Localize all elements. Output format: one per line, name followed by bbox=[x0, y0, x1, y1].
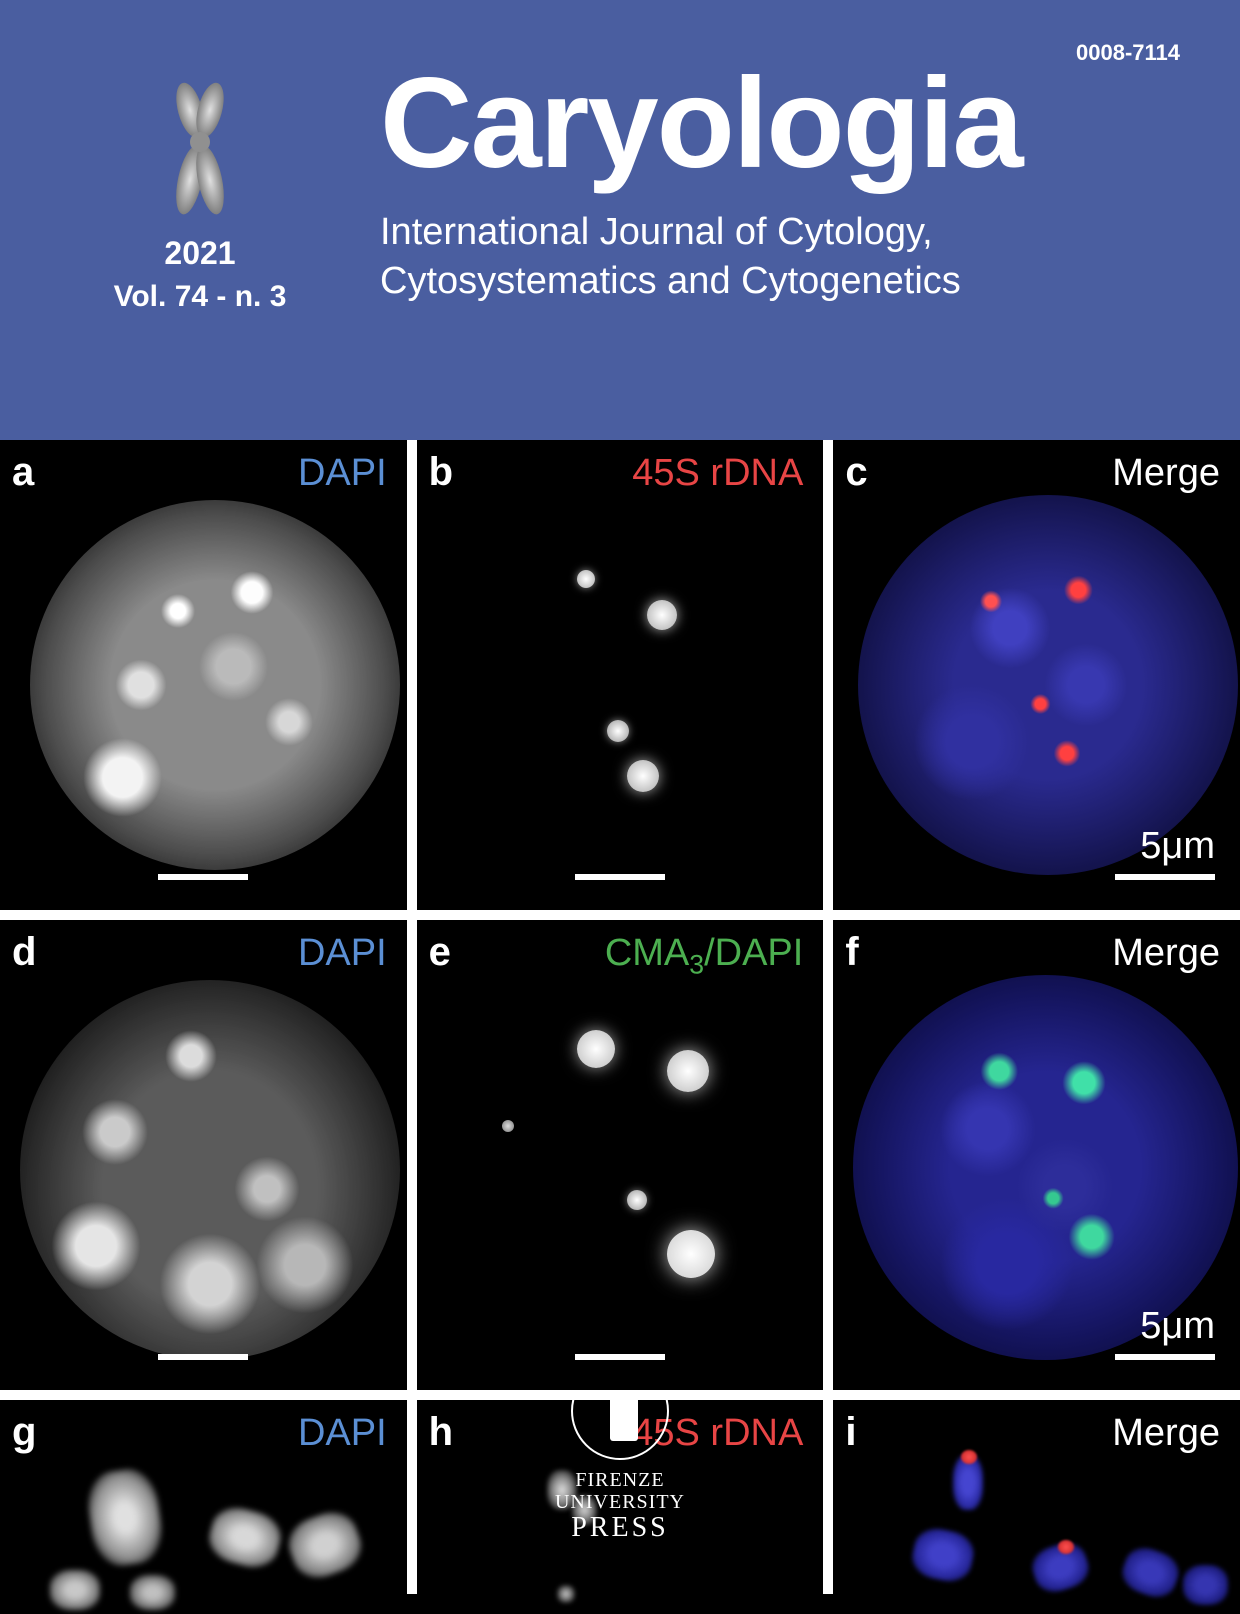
panel-letter-i: i bbox=[845, 1410, 856, 1455]
volume-issue: Vol. 74 - n. 3 bbox=[60, 280, 340, 314]
spot-e3 bbox=[627, 1190, 647, 1210]
nucleus-image-d bbox=[20, 980, 400, 1360]
scale-text-c: 5μm bbox=[1140, 825, 1215, 868]
chromosome-i5 bbox=[1183, 1565, 1228, 1605]
panel-label-a: DAPI bbox=[298, 452, 387, 495]
issn-number: 0008-7114 bbox=[1076, 40, 1180, 66]
chromosome-g2 bbox=[204, 1502, 286, 1573]
panel-d: d DAPI bbox=[0, 920, 407, 1390]
journal-title: Caryologia bbox=[380, 60, 1190, 188]
spot-e5 bbox=[502, 1120, 514, 1132]
press-name-firenze: FIRENZE bbox=[555, 1469, 685, 1491]
panel-f: f Merge 5μm bbox=[833, 920, 1240, 1390]
panel-label-e-prefix: CMA bbox=[605, 932, 689, 974]
microscopy-panel-grid: a DAPI b 45S rDNA c Merge 5μm d DAPI e C… bbox=[0, 440, 1240, 1594]
nucleus-image-f bbox=[853, 975, 1238, 1360]
subtitle-line-1: International Journal of Cytology, bbox=[380, 211, 933, 253]
panel-label-e: CMA3/DAPI bbox=[605, 932, 804, 981]
journal-subtitle: International Journal of Cytology, Cytos… bbox=[380, 208, 1190, 307]
panel-letter-e: e bbox=[429, 930, 451, 975]
press-name-university: UNIVERSITY bbox=[555, 1491, 685, 1513]
scale-bar-e bbox=[575, 1354, 665, 1360]
panel-label-f: Merge bbox=[1112, 932, 1220, 975]
journal-header: 0008-7114 2021 Vol. 74 - n. 3 Caryologia bbox=[0, 0, 1240, 440]
chromosome-g1 bbox=[84, 1466, 167, 1570]
subtitle-line-2: Cytosystematics and Cytogenetics bbox=[380, 260, 961, 302]
panel-h: h 45S rDNA UDIORUM FIRENZE UNIVERSITY PR… bbox=[417, 1400, 824, 1614]
panel-e: e CMA3/DAPI bbox=[417, 920, 824, 1390]
panel-letter-c: c bbox=[845, 450, 867, 495]
nucleus-image-a bbox=[30, 500, 400, 870]
spot-b4 bbox=[627, 760, 659, 792]
spot-b3 bbox=[607, 720, 629, 742]
issue-info-block: 2021 Vol. 74 - n. 3 bbox=[60, 30, 340, 410]
panel-label-e-suffix: /DAPI bbox=[704, 932, 803, 974]
panel-letter-h: h bbox=[429, 1410, 453, 1455]
scale-bar-f bbox=[1115, 1354, 1215, 1360]
panel-letter-d: d bbox=[12, 930, 36, 975]
scale-bar-a bbox=[158, 874, 248, 880]
panel-label-g: DAPI bbox=[298, 1412, 387, 1455]
panel-label-d: DAPI bbox=[298, 932, 387, 975]
press-seal-icon: UDIORUM bbox=[570, 1400, 670, 1461]
spot-b1 bbox=[577, 570, 595, 588]
spot-b2 bbox=[647, 600, 677, 630]
spot-e1 bbox=[577, 1030, 615, 1068]
spot-e2 bbox=[667, 1050, 709, 1092]
chromosome-h3 bbox=[557, 1585, 575, 1603]
panel-letter-a: a bbox=[12, 450, 34, 495]
scale-bar-b bbox=[575, 874, 665, 880]
press-name-press: PRESS bbox=[555, 1513, 685, 1544]
scale-bar-d bbox=[158, 1354, 248, 1360]
panel-b: b 45S rDNA bbox=[417, 440, 824, 910]
panel-label-c: Merge bbox=[1112, 452, 1220, 495]
panel-letter-g: g bbox=[12, 1410, 36, 1455]
chromosome-g5 bbox=[130, 1575, 175, 1610]
chromosome-g4 bbox=[50, 1570, 100, 1610]
panel-c: c Merge 5μm bbox=[833, 440, 1240, 910]
press-logo: UDIORUM FIRENZE UNIVERSITY PRESS bbox=[555, 1400, 685, 1544]
chromosome-g3 bbox=[282, 1505, 368, 1585]
scale-text-f: 5μm bbox=[1140, 1305, 1215, 1348]
spot-e4 bbox=[667, 1230, 715, 1278]
panel-letter-f: f bbox=[845, 930, 858, 975]
nucleus-image-c bbox=[858, 495, 1238, 875]
panel-i: i Merge bbox=[833, 1400, 1240, 1614]
panel-letter-b: b bbox=[429, 450, 453, 495]
chromosome-icon bbox=[160, 80, 240, 220]
panel-label-e-sub: 3 bbox=[689, 950, 704, 980]
year: 2021 bbox=[60, 235, 340, 272]
panel-a: a DAPI bbox=[0, 440, 407, 910]
chromosome-i2 bbox=[909, 1524, 978, 1585]
title-block: Caryologia International Journal of Cyto… bbox=[340, 30, 1190, 410]
scale-bar-c bbox=[1115, 874, 1215, 880]
panel-label-i: Merge bbox=[1112, 1412, 1220, 1455]
panel-label-b: 45S rDNA bbox=[632, 452, 803, 495]
panel-g: g DAPI bbox=[0, 1400, 407, 1614]
